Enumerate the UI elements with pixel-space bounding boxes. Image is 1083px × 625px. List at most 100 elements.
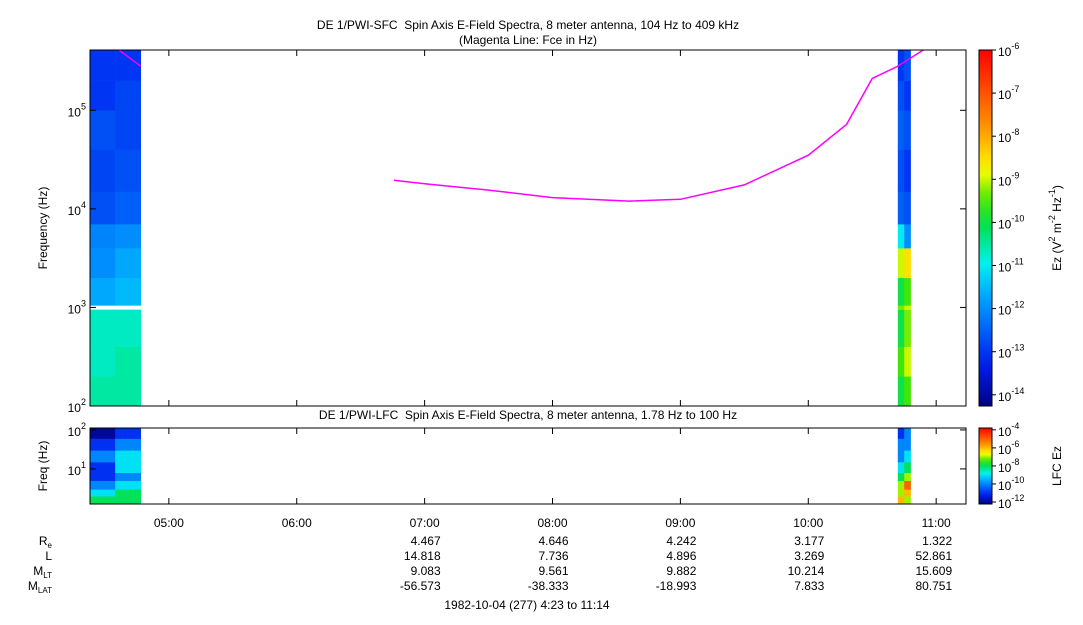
x-tick-label: 09:00	[665, 516, 695, 530]
y-tick-label-exp: 4	[81, 200, 86, 210]
fce-line	[118, 50, 924, 202]
y-axis-label: Frequency (Hz)	[36, 187, 50, 270]
spectrogram-cell	[904, 480, 911, 490]
x-tick-label: 08:00	[537, 516, 567, 530]
y-tick-label-base: 10	[68, 425, 82, 439]
ephemeris-value: 9.561	[538, 564, 568, 578]
spectrogram-cell	[897, 489, 905, 497]
spectrogram-cell	[904, 80, 911, 111]
spectrogram-cell	[904, 376, 911, 406]
spectrogram-cell	[90, 346, 116, 377]
colorbar-tick-label: 10-6	[998, 41, 1019, 59]
spectrogram-cell	[897, 450, 905, 463]
colorbar-tick-label-base: 10	[998, 88, 1012, 102]
spectrogram-cell	[897, 346, 905, 377]
spectrogram-cell	[115, 224, 142, 249]
spectrogram-cell	[897, 149, 905, 192]
colorbar-tick-label-base: 10	[998, 479, 1012, 493]
y-tick-label: 104	[68, 200, 86, 218]
colorbar-tick-label-exp: -12	[1011, 300, 1024, 310]
spectrogram-cell	[115, 248, 142, 279]
colorbar-label-text: Hz	[1050, 197, 1064, 215]
spectrogram-cell	[897, 438, 905, 451]
colorbar-tick-label: 10-8	[998, 457, 1019, 475]
colorbar-label-text: m	[1050, 223, 1064, 236]
spectrogram-cell	[115, 309, 142, 347]
colorbar-tick-label: 10-14	[998, 386, 1024, 404]
spectrogram-cell	[897, 248, 905, 279]
spectrogram-cell	[90, 309, 116, 347]
spectrogram-cell	[90, 110, 116, 150]
colorbar-tick-label-base: 10	[998, 347, 1012, 361]
colorbar-tick-label: 10-13	[998, 343, 1024, 361]
colorbar-tick-label: 10-8	[998, 128, 1019, 146]
spectrogram-cell	[115, 50, 142, 81]
ephemeris-label-sub: LAT	[38, 586, 52, 595]
ephemeris-value: -56.573	[400, 579, 441, 593]
y-tick-label: 102	[68, 397, 86, 415]
spectrogram-cell	[904, 149, 911, 192]
colorbar-tick-label-exp: -10	[1011, 475, 1024, 485]
ephemeris-value: 7.736	[538, 549, 568, 563]
colorbar-tick-label-exp: -8	[1011, 128, 1019, 138]
spectrogram-cell	[115, 480, 142, 490]
spectrogram-cell	[90, 149, 116, 192]
colorbar-tick-label-base: 10	[998, 261, 1012, 275]
y-tick-label-base: 10	[68, 105, 82, 119]
colorbar-label: LFC Ez	[1050, 446, 1064, 486]
plot-area	[90, 428, 911, 504]
spectrogram-cell	[90, 428, 116, 439]
panel-title: DE 1/PWI-LFC Spin Axis E-Field Spectra, …	[319, 408, 737, 422]
spectrogram-cell	[115, 496, 142, 504]
colorbar-label-exp: -2	[1047, 215, 1057, 223]
spectrogram-cell	[115, 376, 142, 406]
ephemeris-value: 4.467	[411, 534, 441, 548]
colorbar	[978, 49, 993, 407]
colorbar-label-text: LFC Ez	[1050, 446, 1064, 486]
ephemeris-value: 10.214	[788, 564, 825, 578]
colorbar-tick-label-base: 10	[998, 497, 1012, 511]
spectrogram-cell	[897, 472, 905, 481]
spectrogram-cell	[90, 496, 116, 504]
spectrogram-cell	[90, 462, 116, 473]
spectrogram-cell	[90, 80, 116, 111]
ephemeris-label: L	[45, 549, 52, 563]
y-tick-label-exp: 2	[81, 397, 86, 407]
ephemeris-label-sub: LT	[43, 571, 52, 580]
ephemeris-label-main: L	[45, 549, 52, 563]
colorbar-tick-label-exp: -4	[1011, 421, 1019, 431]
spectrogram-cell	[904, 305, 911, 310]
spectrogram-cell	[897, 496, 905, 504]
colorbar-label: Ez (V2 m-2 Hz-1)	[1047, 185, 1064, 271]
y-tick-label: 102	[68, 421, 86, 439]
spectrogram-cell	[897, 480, 905, 490]
colorbar-label-text: )	[1050, 185, 1064, 189]
y-tick-label-base: 10	[68, 401, 82, 415]
spectrogram-cell	[897, 376, 905, 406]
spectrogram-cell	[904, 462, 911, 473]
colorbar-tick-label: 10-12	[998, 300, 1024, 318]
spectrogram-cell	[897, 191, 905, 225]
ephemeris-label: Re	[39, 534, 53, 550]
spectrogram-cell	[115, 472, 142, 481]
spectrogram-cell	[904, 277, 911, 306]
spectrogram-cell	[904, 309, 911, 347]
x-tick-label: 06:00	[282, 516, 312, 530]
spectrogram-cell	[115, 450, 142, 463]
spectrogram-cell	[115, 428, 142, 439]
spectrogram-cell	[115, 346, 142, 377]
ephemeris-value: 15.609	[915, 564, 952, 578]
colorbar-tick-label-exp: -10	[1011, 214, 1024, 224]
spectrogram-cell	[115, 462, 142, 473]
ephemeris-value: 80.751	[915, 579, 952, 593]
ephemeris-label-main: M	[28, 579, 38, 593]
ephemeris-value: 52.861	[915, 549, 952, 563]
spectrogram-cell	[904, 472, 911, 481]
spectrogram-cell	[897, 224, 905, 249]
y-tick-label: 105	[68, 102, 86, 120]
spectrogram-cell	[90, 191, 116, 225]
ephemeris-value: -18.993	[656, 579, 697, 593]
colorbar-tick-label-exp: -14	[1011, 386, 1024, 396]
spectrogram-cell	[115, 149, 142, 192]
spectrogram-cell	[904, 346, 911, 377]
